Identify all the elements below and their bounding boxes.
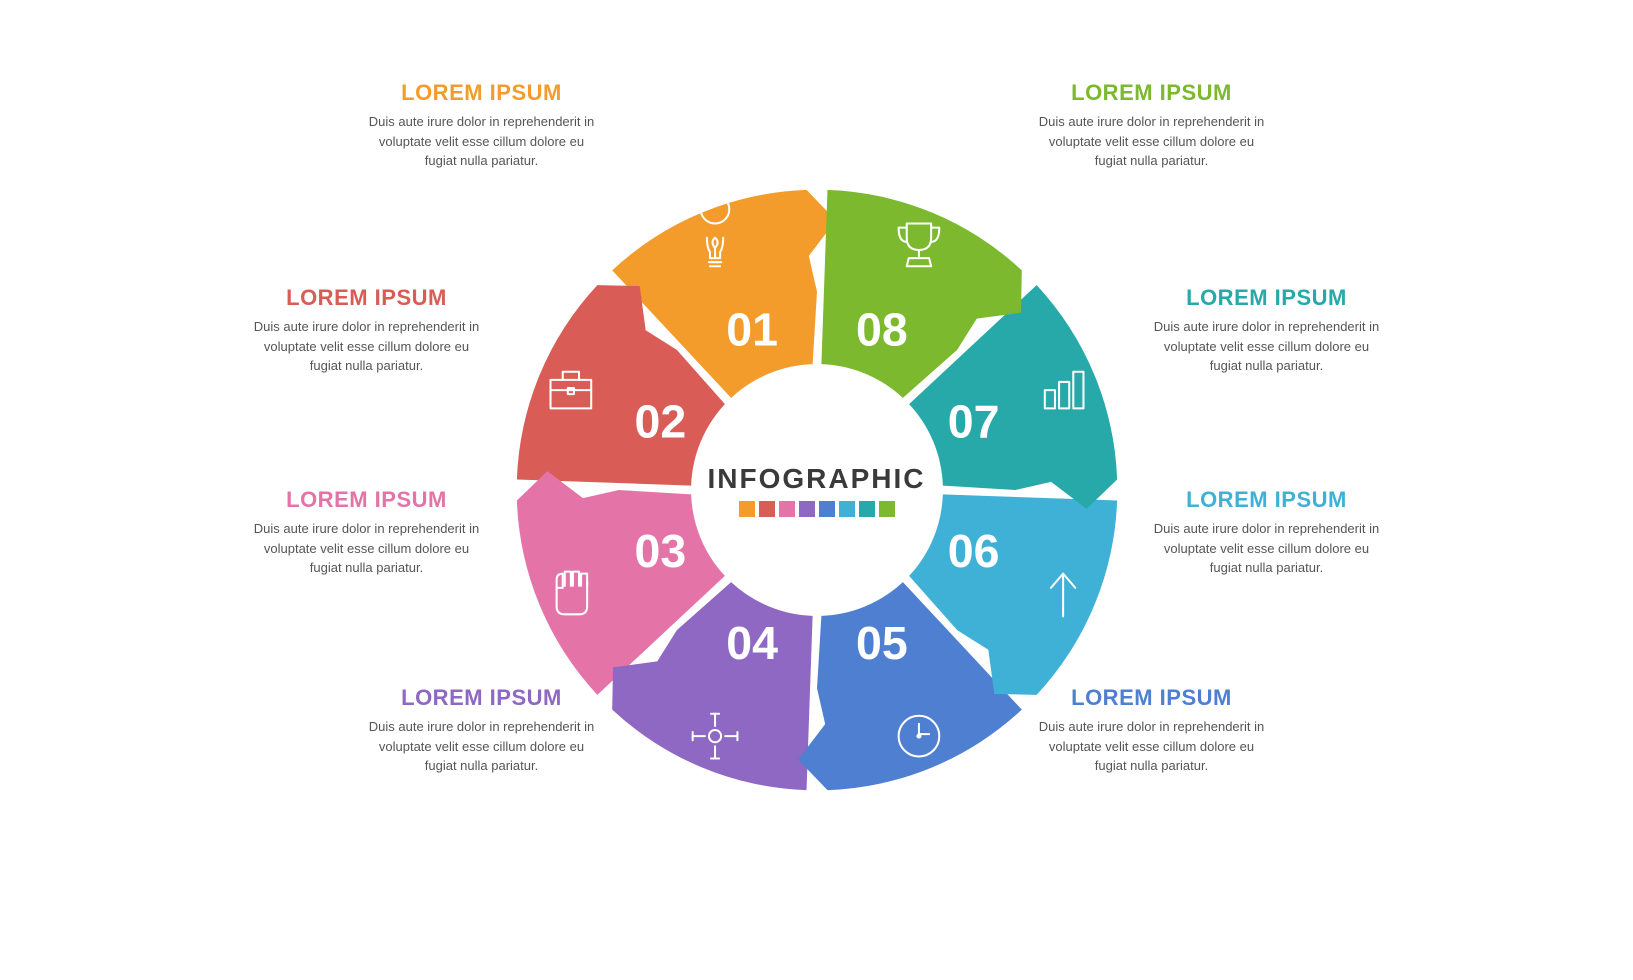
center-label: INFOGRAPHIC bbox=[708, 463, 926, 517]
textblock-1: LOREM IPSUM Duis aute irure dolor in rep… bbox=[342, 80, 622, 171]
textblock-6-body: Duis aute irure dolor in reprehenderit i… bbox=[1147, 519, 1387, 578]
swatch-4 bbox=[799, 501, 815, 517]
textblock-7-body: Duis aute irure dolor in reprehenderit i… bbox=[1147, 317, 1387, 376]
swatch-5 bbox=[819, 501, 835, 517]
segment-1-number: 01 bbox=[726, 304, 778, 356]
segment-8-number: 08 bbox=[856, 304, 908, 356]
swatch-6 bbox=[839, 501, 855, 517]
center-swatches bbox=[708, 501, 926, 517]
textblock-8-title: LOREM IPSUM bbox=[1012, 80, 1292, 106]
swatch-1 bbox=[739, 501, 755, 517]
textblock-5-body: Duis aute irure dolor in reprehenderit i… bbox=[1032, 717, 1272, 776]
swatch-3 bbox=[779, 501, 795, 517]
swatch-8 bbox=[879, 501, 895, 517]
textblock-1-body: Duis aute irure dolor in reprehenderit i… bbox=[362, 112, 602, 171]
swatch-2 bbox=[759, 501, 775, 517]
textblock-6-title: LOREM IPSUM bbox=[1127, 487, 1407, 513]
textblock-6: LOREM IPSUM Duis aute irure dolor in rep… bbox=[1127, 487, 1407, 578]
segment-6-number: 06 bbox=[947, 525, 999, 577]
textblock-2-title: LOREM IPSUM bbox=[227, 285, 507, 311]
textblock-4-title: LOREM IPSUM bbox=[342, 685, 622, 711]
textblock-4-body: Duis aute irure dolor in reprehenderit i… bbox=[362, 717, 602, 776]
textblock-5-title: LOREM IPSUM bbox=[1012, 685, 1292, 711]
textblock-4: LOREM IPSUM Duis aute irure dolor in rep… bbox=[342, 685, 622, 776]
textblock-3: LOREM IPSUM Duis aute irure dolor in rep… bbox=[227, 487, 507, 578]
segment-4-number: 04 bbox=[726, 617, 778, 669]
swatch-7 bbox=[859, 501, 875, 517]
textblock-8-body: Duis aute irure dolor in reprehenderit i… bbox=[1032, 112, 1272, 171]
textblock-2-body: Duis aute irure dolor in reprehenderit i… bbox=[247, 317, 487, 376]
center-title: INFOGRAPHIC bbox=[708, 463, 926, 495]
segment-3-number: 03 bbox=[634, 525, 686, 577]
textblock-7: LOREM IPSUM Duis aute irure dolor in rep… bbox=[1127, 285, 1407, 376]
textblock-2: LOREM IPSUM Duis aute irure dolor in rep… bbox=[227, 285, 507, 376]
textblock-3-title: LOREM IPSUM bbox=[227, 487, 507, 513]
textblock-1-title: LOREM IPSUM bbox=[342, 80, 622, 106]
infographic-stage: 01 02 03 04 05 06 07 08 INFOGRAPHIC LOREM IPSUM… bbox=[117, 75, 1517, 905]
segment-7-number: 07 bbox=[947, 395, 999, 447]
textblock-8: LOREM IPSUM Duis aute irure dolor in rep… bbox=[1012, 80, 1292, 171]
segment-2-number: 02 bbox=[634, 395, 686, 447]
textblock-3-body: Duis aute irure dolor in reprehenderit i… bbox=[247, 519, 487, 578]
textblock-7-title: LOREM IPSUM bbox=[1127, 285, 1407, 311]
segment-5-number: 05 bbox=[856, 617, 908, 669]
textblock-5: LOREM IPSUM Duis aute irure dolor in rep… bbox=[1012, 685, 1292, 776]
